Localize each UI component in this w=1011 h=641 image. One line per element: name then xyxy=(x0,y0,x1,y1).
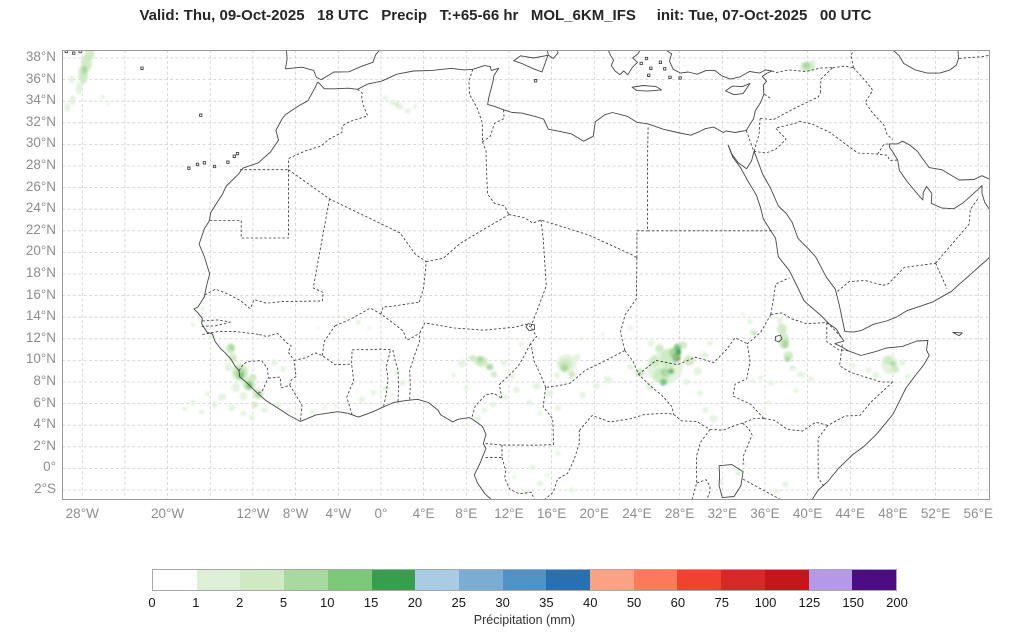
x-tick-label: 20°E xyxy=(579,506,609,521)
colorbar-segment xyxy=(721,570,765,590)
y-tick-label: 30°N xyxy=(25,135,56,151)
colorbar-tick-label: 40 xyxy=(583,595,598,610)
y-tick-label: 16°N xyxy=(25,286,56,302)
y-tick-label: 24°N xyxy=(25,200,56,216)
colorbar-title: Précipitation (mm) xyxy=(473,613,576,627)
x-tick-label: 0° xyxy=(374,506,388,521)
precipitation-field xyxy=(64,50,912,496)
y-tick-label: 22°N xyxy=(25,221,56,237)
map-frame xyxy=(62,50,990,500)
y-tick-label: 32°N xyxy=(25,113,56,129)
colorbar-segment xyxy=(546,570,591,590)
x-tick-label: 16°E xyxy=(536,506,567,521)
x-tick-label: 52°E xyxy=(920,506,951,521)
y-tick-label: 28°N xyxy=(25,156,56,172)
colorbar-segment xyxy=(502,570,547,590)
colorbar-tick-label: 35 xyxy=(539,595,554,610)
x-tick-label: 32°E xyxy=(707,506,737,521)
colorbar-segment xyxy=(852,570,896,590)
colorbar-tick-label: 25 xyxy=(451,595,466,610)
y-tick-label: 4°N xyxy=(33,416,56,432)
x-tick-label: 24°E xyxy=(622,506,652,521)
y-tick-label: 12°N xyxy=(25,329,56,345)
colorbar-tick-label: 5 xyxy=(279,595,288,610)
colorbar-tick-label: 2 xyxy=(236,595,244,610)
colorbar-segment xyxy=(677,570,722,590)
country-borders xyxy=(201,50,990,500)
y-tick-label: 36°N xyxy=(25,70,56,86)
colorbar-tick-label: 200 xyxy=(886,595,908,610)
y-tick-label: 14°N xyxy=(25,308,56,324)
colorbar-segment xyxy=(808,570,853,590)
colorbar-tick-label: 50 xyxy=(626,595,642,610)
y-tick-label: 2°N xyxy=(33,437,56,453)
colorbar xyxy=(152,569,897,591)
x-tick-label: 48°E xyxy=(878,506,908,521)
y-tick-label: 0° xyxy=(43,459,56,475)
plot-title: Valid: Thu, 09-Oct-2025 18 UTC Precip T:… xyxy=(139,7,872,24)
colorbar-segment xyxy=(153,570,197,590)
colorbar-segment xyxy=(633,570,678,590)
x-tick-label: 12°W xyxy=(236,506,270,521)
y-tick-label: 6°N xyxy=(33,394,56,410)
graticule xyxy=(62,50,990,500)
y-tick-label: 18°N xyxy=(25,264,56,280)
colorbar-tick-label: 10 xyxy=(320,595,335,610)
colorbar-tick-label: 15 xyxy=(363,595,379,610)
y-tick-label: 26°N xyxy=(25,178,56,194)
y-tick-label: 8°N xyxy=(33,372,56,388)
colorbar-segment xyxy=(590,570,634,590)
colorbar-tick-label: 150 xyxy=(842,595,865,610)
colorbar-segment xyxy=(415,570,459,590)
colorbar-segment xyxy=(196,570,241,590)
y-tick-label: 34°N xyxy=(25,92,56,108)
x-tick-label: 56°E xyxy=(963,506,993,521)
colorbar-tick-label: 20 xyxy=(407,595,423,610)
y-tick-label: 2°S xyxy=(34,480,56,496)
colorbar-segment xyxy=(240,570,285,590)
colorbar-tick-label: 100 xyxy=(754,595,777,610)
x-tick-label: 4°W xyxy=(325,506,352,521)
x-tick-label: 4°E xyxy=(412,506,435,521)
colorbar-segment xyxy=(764,570,809,590)
colorbar-tick-label: 125 xyxy=(798,595,821,610)
coastlines xyxy=(64,50,990,500)
africa-precipitation-map xyxy=(62,50,990,500)
x-tick-label: 40°E xyxy=(792,506,823,521)
colorbar-tick-label: 60 xyxy=(670,595,686,610)
y-tick-label: 20°N xyxy=(25,243,56,259)
y-tick-label: 10°N xyxy=(25,351,56,367)
x-tick-label: 8°E xyxy=(455,506,478,521)
x-tick-label: 28°E xyxy=(664,506,695,521)
colorbar-tick-label: 1 xyxy=(192,595,200,610)
colorbar-segment xyxy=(327,570,372,590)
x-tick-label: 12°E xyxy=(494,506,524,521)
y-tick-label: 38°N xyxy=(25,48,56,64)
colorbar-tick-label: 30 xyxy=(495,595,510,610)
colorbar-tick-label: 75 xyxy=(714,595,729,610)
colorbar-segment xyxy=(284,570,328,590)
x-tick-label: 20°W xyxy=(151,506,185,521)
colorbar-segment xyxy=(371,570,416,590)
colorbar-segment xyxy=(458,570,503,590)
x-tick-label: 44°E xyxy=(835,506,865,521)
x-tick-label: 8°W xyxy=(282,506,309,521)
colorbar-tick-label: 0 xyxy=(148,595,156,610)
x-tick-label: 36°E xyxy=(750,506,780,521)
x-tick-label: 28°W xyxy=(65,506,99,521)
